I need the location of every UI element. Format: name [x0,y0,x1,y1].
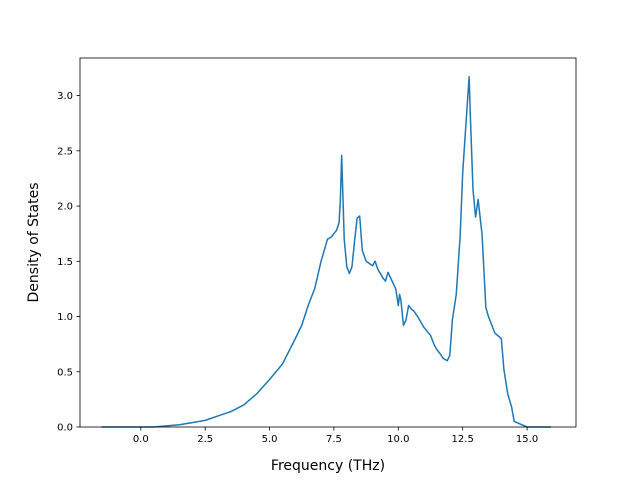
y-axis-label: Density of States [26,183,42,303]
y-tick-label: 1.5 [57,257,73,268]
y-tick-label: 0.0 [57,423,73,434]
y-tick-label: 1.0 [57,312,73,323]
x-axis-ticks: 0.0 2.5 5.0 7.5 10.0 12.5 15.0 [133,427,538,445]
x-axis-label: Frequency (THz) [271,458,385,474]
x-tick-label: 7.5 [326,434,342,445]
x-tick-label: 0.0 [133,434,149,445]
y-axis-ticks: 0.0 0.5 1.0 1.5 2.0 2.5 3.0 [57,91,80,434]
dos-series-line [101,76,551,428]
x-tick-label: 15.0 [516,434,538,445]
y-tick-label: 2.5 [57,146,73,157]
x-tick-label: 5.0 [262,434,278,445]
x-tick-label: 12.5 [452,434,474,445]
y-tick-label: 2.0 [57,202,73,213]
series-layer [101,76,551,428]
y-tick-label: 0.5 [57,367,73,378]
x-tick-label: 10.0 [387,434,409,445]
plot-frame [79,57,577,428]
x-tick-label: 2.5 [197,434,213,445]
y-tick-label: 3.0 [57,91,73,102]
